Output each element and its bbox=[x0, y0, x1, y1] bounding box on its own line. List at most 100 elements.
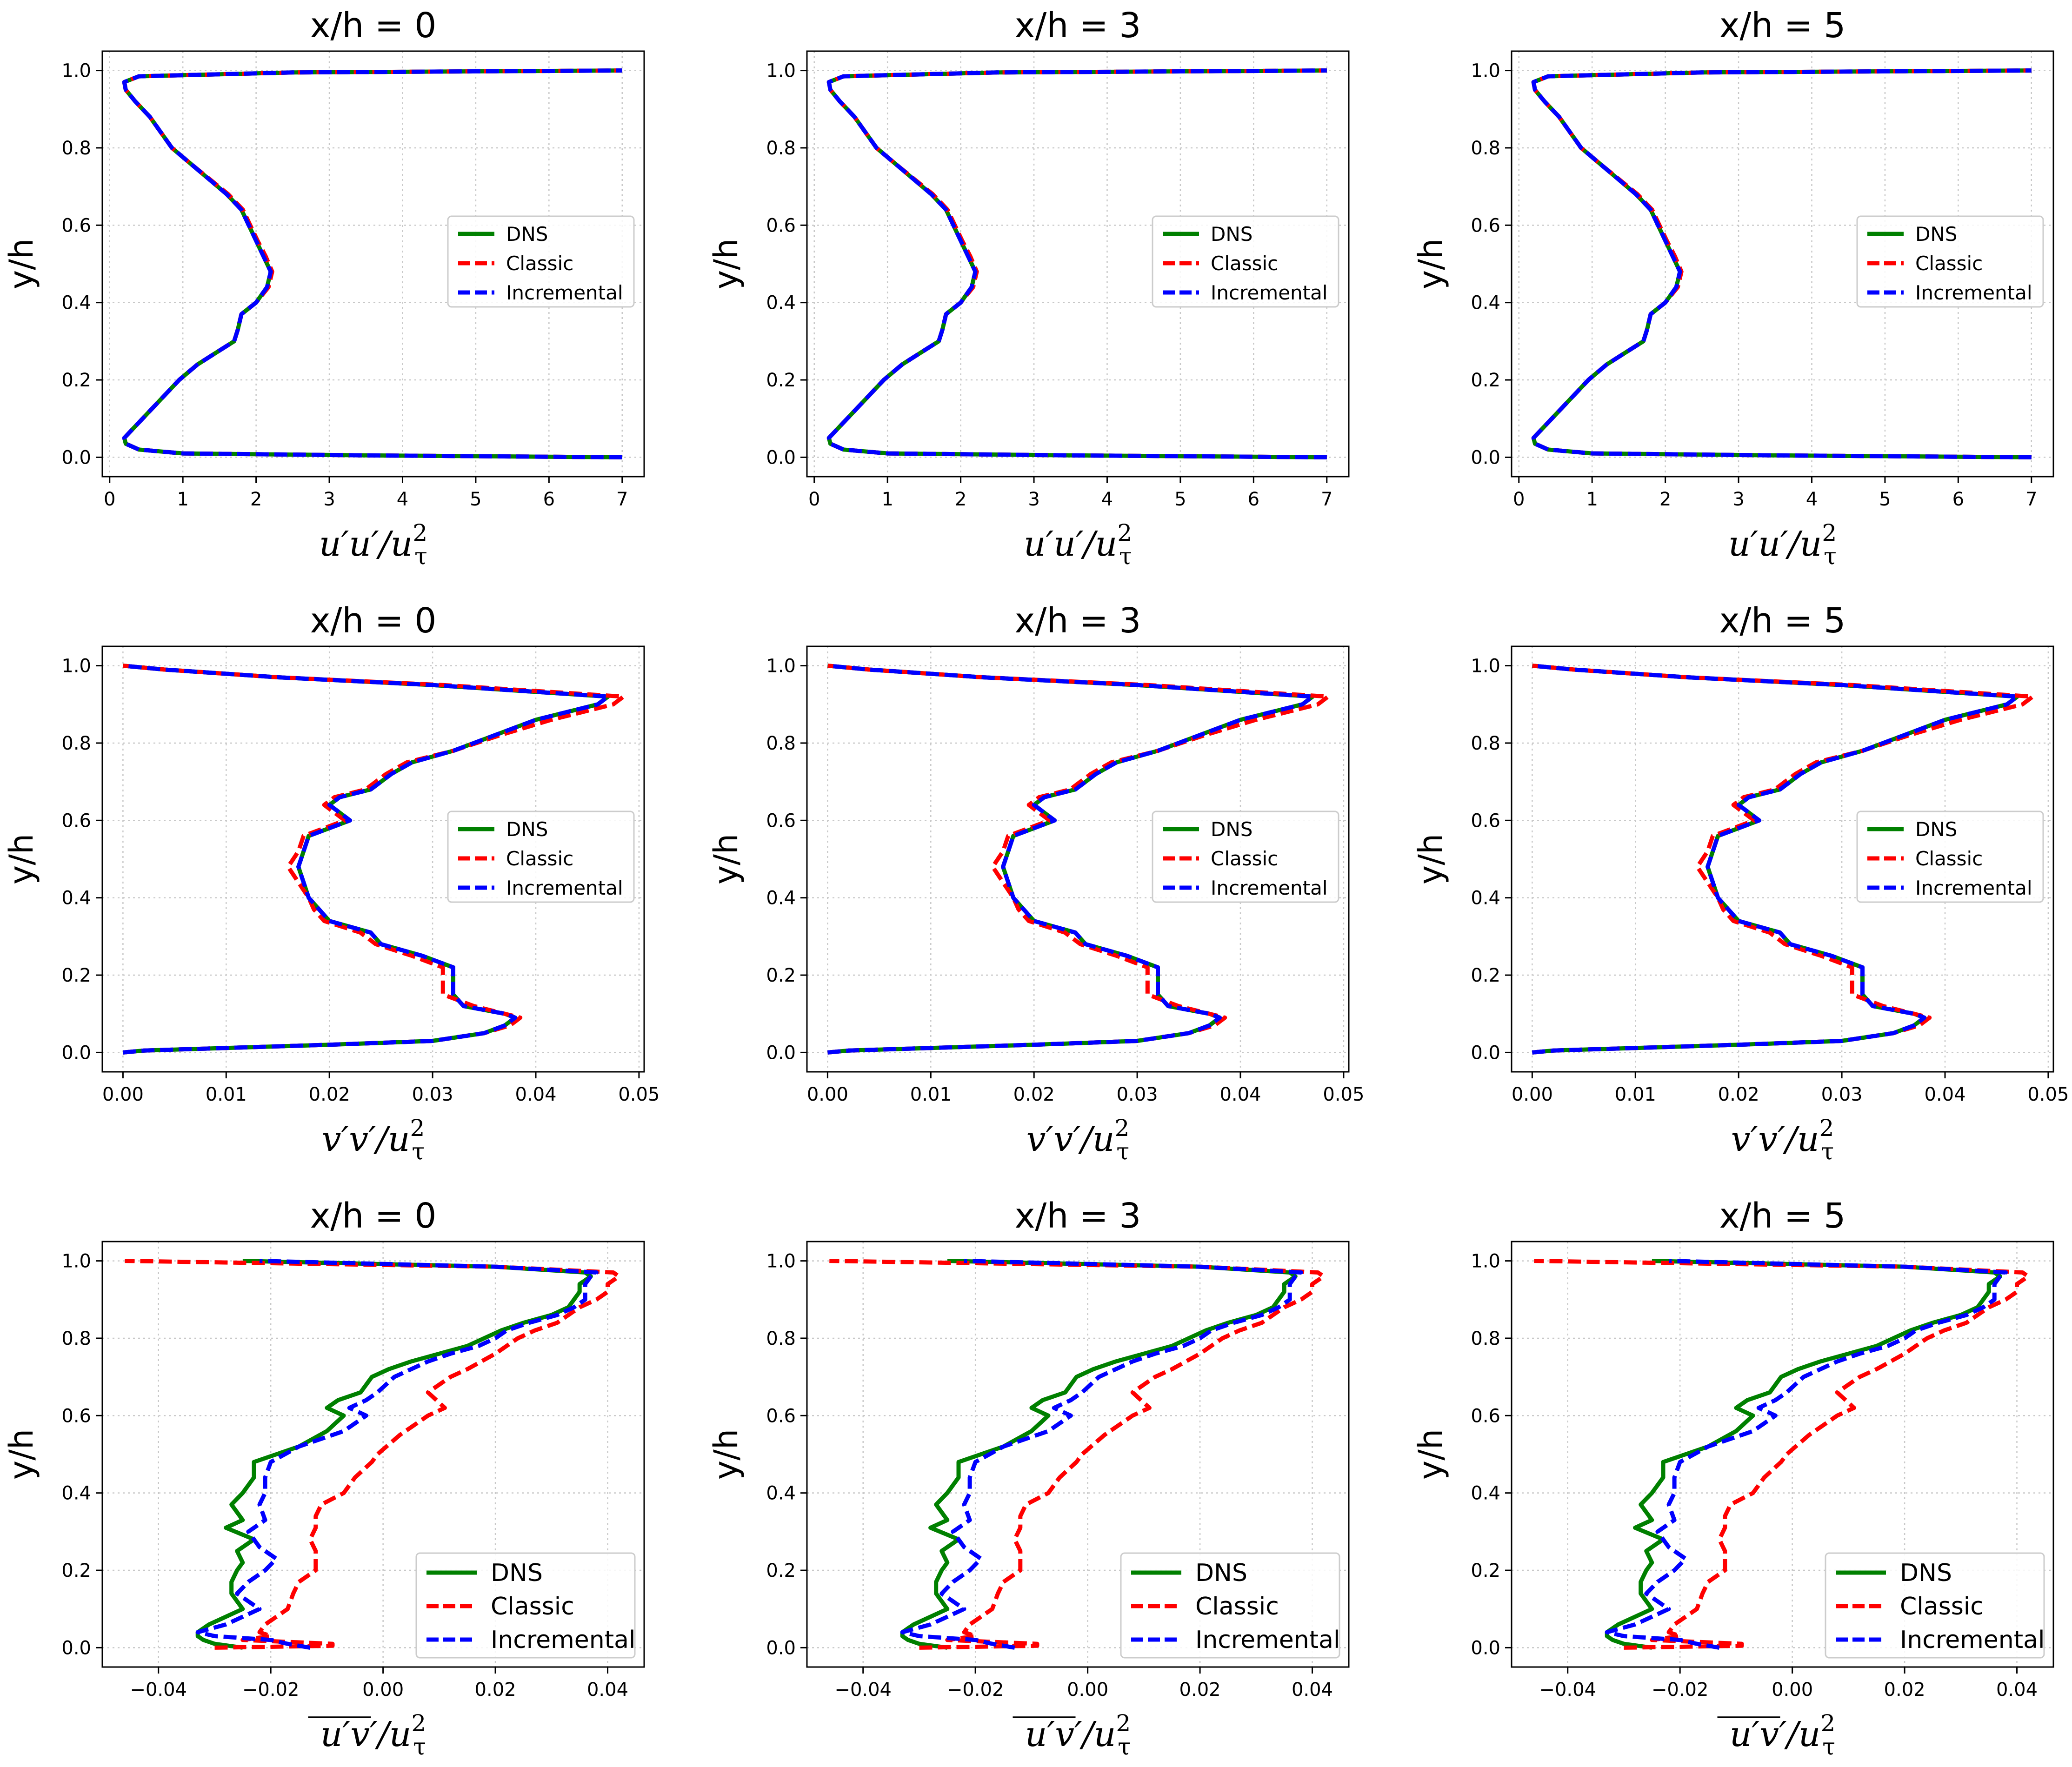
x-tick-label: 0.03 bbox=[412, 1084, 453, 1105]
y-tick-label: 1.0 bbox=[766, 1251, 796, 1272]
x-tick-label: 3 bbox=[1028, 489, 1039, 510]
y-tick-label: 0.4 bbox=[766, 888, 796, 909]
x-tick-label: −0.02 bbox=[1652, 1679, 1709, 1701]
series-line-classic bbox=[829, 1259, 1326, 1650]
x-tick-label: 3 bbox=[1732, 489, 1744, 510]
y-tick-label: 1.0 bbox=[61, 1251, 91, 1272]
x-axis-label-sup: 2 bbox=[1819, 1115, 1834, 1142]
x-tick-label: 0 bbox=[1513, 489, 1525, 510]
x-tick-label: 0.02 bbox=[1884, 1679, 1925, 1701]
legend-label-incremental: Incremental bbox=[1915, 281, 2032, 304]
axes-frame bbox=[806, 50, 1350, 478]
y-tick-label: 0.0 bbox=[1471, 1042, 1500, 1063]
legend-frame bbox=[1856, 810, 2044, 903]
x-tick-label: 0.04 bbox=[1292, 1679, 1333, 1701]
series-line-incremental bbox=[1605, 1259, 2008, 1650]
x-axis-label-sub: τ bbox=[1822, 1733, 1835, 1760]
legend-frame bbox=[447, 215, 635, 308]
y-axis-label: y/h bbox=[1412, 1429, 1450, 1480]
legend-label-incremental: Incremental bbox=[506, 877, 623, 899]
x-axis-label: v′v′/u2 τ bbox=[322, 1115, 425, 1165]
x-tick-label: 0.00 bbox=[1772, 1679, 1813, 1701]
legend-label-dns: DNS bbox=[506, 223, 548, 246]
x-tick-label: 0.03 bbox=[1117, 1084, 1158, 1105]
series-line-dns bbox=[900, 1259, 1298, 1650]
legend-label-dns: DNS bbox=[1211, 818, 1253, 841]
y-tick-label: 0.0 bbox=[61, 447, 91, 468]
subplot-2: 0 1 2 3 4 5 6 7 0.0 0.2 0.4 0.6 0.8 1.0 x/h = 3 y/h u′u′… bbox=[707, 6, 1350, 570]
series-line-dns bbox=[1605, 1259, 2002, 1650]
legend-frame bbox=[1152, 810, 1339, 903]
legend-label-classic: Classic bbox=[506, 252, 573, 275]
y-tick-label: 0.4 bbox=[61, 888, 91, 909]
y-tick-label: 1.0 bbox=[61, 656, 91, 677]
legend-label-dns: DNS bbox=[1900, 1559, 1952, 1587]
x-tick-label: 2 bbox=[250, 489, 262, 510]
x-tick-label: 0.01 bbox=[206, 1084, 247, 1105]
x-tick-label: −0.02 bbox=[947, 1679, 1004, 1701]
y-tick-label: 0.0 bbox=[1471, 1637, 1500, 1659]
x-tick-label: 0.02 bbox=[475, 1679, 516, 1701]
legend-label-classic: Classic bbox=[1211, 847, 1278, 870]
x-axis-label-sub: τ bbox=[1116, 1138, 1129, 1165]
x-tick-label: 1 bbox=[177, 489, 188, 510]
legend-frame bbox=[1825, 1552, 2045, 1659]
legend-label-incremental: Incremental bbox=[1211, 877, 1328, 899]
subplot-6: 0.00 0.01 0.02 0.03 0.04 0.05 0.0 0.2 0.4 0.6 0.8 1… bbox=[1412, 601, 2069, 1165]
x-axis-label-main: u′u′/u bbox=[319, 524, 413, 564]
y-tick-label: 0.8 bbox=[766, 1328, 796, 1349]
x-tick-label: 0.04 bbox=[1996, 1679, 2038, 1701]
y-tick-label: 0.0 bbox=[766, 447, 796, 468]
legend-frame bbox=[1152, 215, 1339, 308]
y-tick-label: 0.8 bbox=[766, 138, 796, 159]
x-tick-label: 7 bbox=[1321, 489, 1332, 510]
y-tick-label: 0.0 bbox=[1471, 447, 1500, 468]
y-axis-label: y/h bbox=[2, 834, 40, 884]
x-axis-label-sub: τ bbox=[414, 543, 427, 570]
x-axis-label-main: v′v′/u bbox=[322, 1119, 410, 1159]
x-tick-label: 0 bbox=[104, 489, 115, 510]
x-axis-label-sub: τ bbox=[1824, 543, 1837, 570]
x-tick-label: 0.03 bbox=[1821, 1084, 1863, 1105]
subplot-7: −0.04 −0.02 0.00 0.02 0.04 0.0 0.2 0.4 0.6 0.8 1.0… bbox=[2, 1196, 645, 1760]
x-tick-label: 6 bbox=[1248, 489, 1259, 510]
y-tick-label: 0.2 bbox=[1471, 370, 1500, 391]
subplot-3: 0 1 2 3 4 5 6 7 0.0 0.2 0.4 0.6 0.8 1.0 x/h = 5 y/h u′u′… bbox=[1412, 6, 2054, 570]
y-tick-label: 0.2 bbox=[61, 370, 91, 391]
x-axis-label: u′v′/u2 τ bbox=[1025, 1710, 1131, 1760]
series-line-incremental bbox=[826, 68, 1327, 459]
x-tick-label: 6 bbox=[1952, 489, 1964, 510]
series-line-classic bbox=[1532, 664, 2035, 1055]
chart-title: x/h = 3 bbox=[1015, 601, 1141, 641]
series-line-incremental bbox=[122, 68, 622, 459]
y-tick-label: 0.8 bbox=[1471, 733, 1500, 754]
y-tick-label: 0.2 bbox=[1471, 1560, 1500, 1581]
legend-label-classic: Classic bbox=[1211, 252, 1278, 275]
y-axis-label: y/h bbox=[707, 239, 745, 289]
y-tick-label: 0.6 bbox=[61, 215, 91, 236]
x-axis-label-sub: τ bbox=[412, 1138, 425, 1165]
chart-title: x/h = 0 bbox=[310, 601, 437, 641]
y-tick-label: 0.2 bbox=[766, 1560, 796, 1581]
legend: DNS Classic Incremental bbox=[415, 1552, 636, 1659]
series-line-classic bbox=[827, 664, 1331, 1055]
y-tick-label: 1.0 bbox=[766, 656, 796, 677]
x-axis-label-sup: 2 bbox=[1820, 1710, 1835, 1737]
x-tick-label: 7 bbox=[2025, 489, 2037, 510]
x-tick-label: 0.04 bbox=[1219, 1084, 1261, 1105]
x-tick-label: 2 bbox=[955, 489, 966, 510]
y-tick-label: 0.2 bbox=[1471, 965, 1500, 986]
x-tick-label: 5 bbox=[1174, 489, 1186, 510]
legend-frame bbox=[415, 1552, 636, 1659]
chart-title: x/h = 5 bbox=[1719, 601, 1846, 641]
legend-label-dns: DNS bbox=[1211, 223, 1253, 246]
x-axis-label-sup: 2 bbox=[1116, 1710, 1131, 1737]
x-tick-label: −0.04 bbox=[130, 1679, 187, 1701]
x-axis-label: u′v′/u2 τ bbox=[320, 1710, 426, 1760]
legend-frame bbox=[1856, 215, 2044, 308]
y-tick-label: 0.6 bbox=[766, 215, 796, 236]
x-tick-label: −0.04 bbox=[1539, 1679, 1596, 1701]
x-tick-label: −0.04 bbox=[834, 1679, 892, 1701]
y-tick-label: 0.4 bbox=[766, 1483, 796, 1504]
